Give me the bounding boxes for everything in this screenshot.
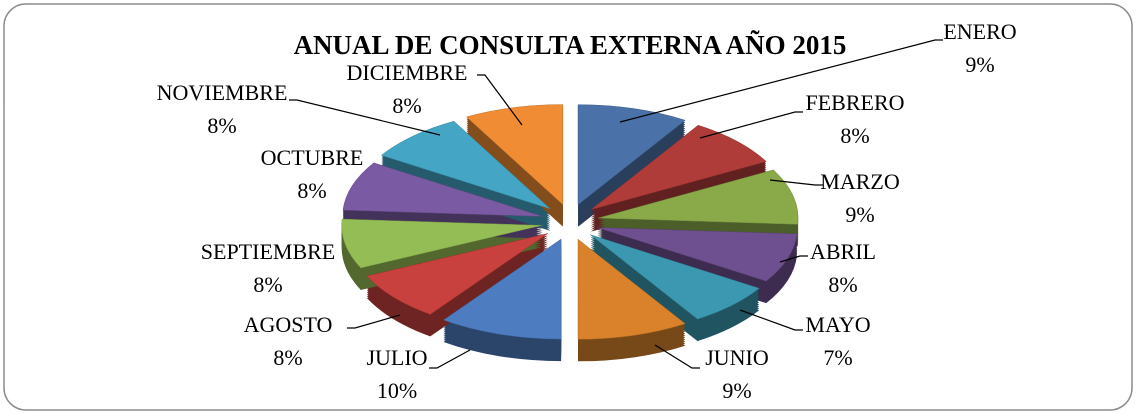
slice-label: NOVIEMBRE: [157, 80, 288, 105]
slice: [341, 218, 542, 269]
slice: [342, 162, 543, 217]
leader-line: [429, 349, 471, 369]
slice: [380, 120, 551, 210]
slice-value-label: 10%: [377, 378, 417, 403]
slice-label: SEPTIEMBRE: [201, 239, 335, 264]
slice-value-label: 9%: [965, 52, 994, 77]
slice-label: JUNIO: [705, 345, 769, 370]
slice: [443, 238, 562, 340]
slice-value-label: 9%: [845, 202, 874, 227]
slice-label: FEBRERO: [805, 90, 904, 115]
chart-title: ANUAL DE CONSULTA EXTERNA AÑO 2015: [294, 30, 847, 60]
slice-value-label: 9%: [722, 378, 751, 403]
slice: [597, 227, 798, 282]
leader-line: [654, 344, 700, 369]
slice-label: MARZO: [820, 169, 899, 194]
slice-value-label: 8%: [297, 178, 326, 203]
slice-value-label: 8%: [207, 113, 236, 138]
slice: [577, 238, 686, 340]
slice: [465, 104, 564, 206]
slice-label: ABRIL: [810, 239, 876, 264]
leader-line: [779, 255, 808, 263]
slice-label: ENERO: [943, 19, 1016, 44]
slice: [590, 234, 760, 320]
slice-value-label: 8%: [253, 272, 282, 297]
leader-line: [699, 111, 803, 139]
slice-label: DICIEMBRE: [347, 60, 468, 85]
slice: [590, 124, 767, 210]
slice-value-label: 7%: [823, 345, 852, 370]
slice-value-label: 8%: [273, 345, 302, 370]
slice: [598, 169, 799, 225]
slice-tops: [341, 104, 799, 340]
slice-value-label: 8%: [392, 93, 421, 118]
leader-line: [619, 39, 943, 123]
slice-label: AGOSTO: [244, 312, 333, 337]
slice-label: MAYO: [805, 312, 870, 337]
leader-line: [477, 74, 523, 126]
leader-line: [289, 99, 441, 136]
leader-line: [769, 179, 823, 186]
slice-value-label: 8%: [828, 272, 857, 297]
chart-border: [3, 3, 1133, 411]
slice: [366, 233, 548, 315]
slice: [577, 104, 686, 206]
slice-label: OCTUBRE: [261, 145, 364, 170]
leader-line: [347, 314, 401, 329]
slice-value-label: 8%: [840, 123, 869, 148]
leader-line: [739, 309, 803, 331]
slice-label: JULIO: [366, 345, 427, 370]
